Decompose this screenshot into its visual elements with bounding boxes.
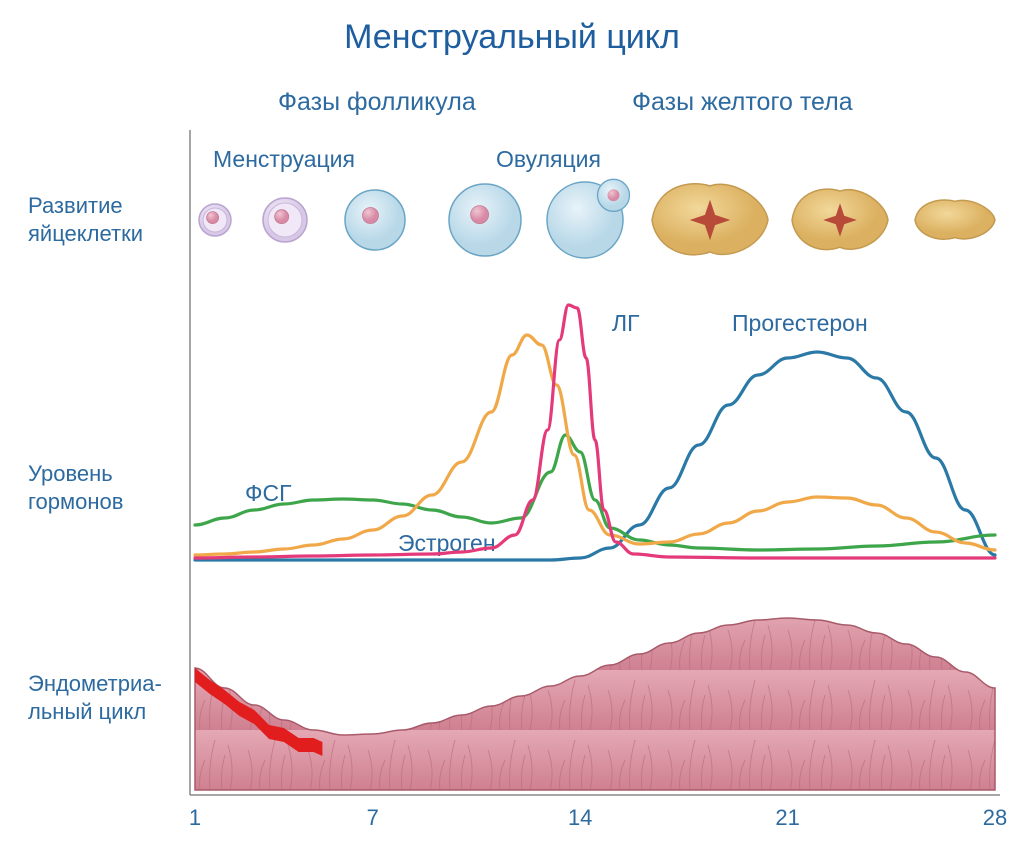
x-tick-1: 1 xyxy=(189,805,201,830)
follicle-stage-1 xyxy=(263,198,307,242)
follicle-stage-2 xyxy=(345,190,405,250)
follicle-stage-7 xyxy=(915,200,995,239)
lh-curve xyxy=(195,305,995,558)
x-tick-7: 7 xyxy=(367,805,379,830)
follicle-stage-5 xyxy=(652,184,768,255)
section-egg-label: Развитие яйцеклетки xyxy=(28,192,143,247)
diagram-container: Менструальный цикл Фазы фолликула Фазы ж… xyxy=(0,0,1024,860)
x-ticks: 1 7 14 21 28 xyxy=(189,805,1007,830)
phase-luteal-label: Фазы желтого тела xyxy=(632,88,853,117)
follicles-group xyxy=(199,179,995,258)
follicle-stage-4 xyxy=(547,179,630,258)
follicle-stage-3 xyxy=(449,184,521,256)
endometrium-fill xyxy=(195,618,995,790)
phase-follicular-label: Фазы фолликула xyxy=(278,88,476,117)
follicle-stage-6 xyxy=(792,189,888,249)
chart-svg: 1 7 14 21 28 xyxy=(180,130,1010,840)
section-hormones-label: Уровень гормонов xyxy=(28,460,123,515)
fsh-curve xyxy=(195,435,995,550)
x-tick-14: 14 xyxy=(568,805,592,830)
endometrium xyxy=(195,618,995,790)
x-tick-21: 21 xyxy=(775,805,799,830)
progesterone-curve xyxy=(195,352,995,560)
main-title: Менструальный цикл xyxy=(0,18,1024,57)
section-endometrial-label: Эндометриа- льный цикл xyxy=(28,670,162,725)
follicle-stage-0 xyxy=(199,204,231,236)
x-tick-28: 28 xyxy=(983,805,1007,830)
estrogen-curve xyxy=(195,335,995,555)
hormone-curves xyxy=(195,305,995,560)
